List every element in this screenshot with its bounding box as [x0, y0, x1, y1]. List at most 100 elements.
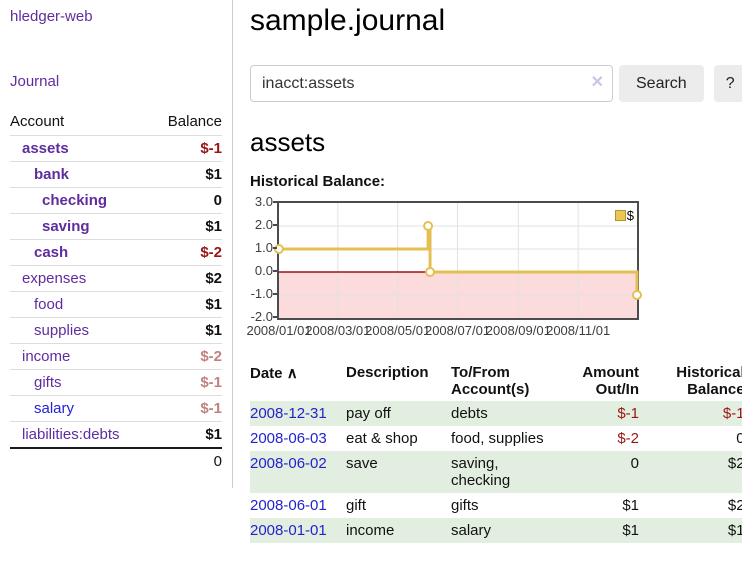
account-row: liabilities:debts $1 — [10, 421, 222, 448]
account-row: food $1 — [10, 291, 222, 318]
search-input[interactable] — [250, 65, 613, 102]
transaction-description: pay off — [346, 405, 391, 422]
account-row: expenses $2 — [10, 265, 222, 292]
account-link[interactable]: food — [34, 296, 64, 313]
account-row: bank $1 — [10, 161, 222, 188]
x-axis-tick-label: 2008/09/01 — [485, 323, 551, 338]
account-row: checking 0 — [10, 187, 222, 214]
y-axis-tick-label: 2.0 — [254, 217, 273, 232]
account-link[interactable]: checking — [42, 192, 108, 209]
account-balance: $1 — [151, 317, 222, 344]
account-row: income $-2 — [10, 343, 222, 370]
y-axis-tick-label: -1.0 — [250, 286, 273, 301]
transaction-accounts: salary — [451, 522, 492, 539]
x-axis-tick-label: 2008/11/01 — [546, 323, 611, 338]
chart-title: Historical Balance: — [250, 173, 386, 190]
sort-ascending-icon: ∧ — [286, 365, 298, 382]
transaction-description: eat & shop — [346, 430, 418, 447]
register-col-date[interactable]: Date ∧ — [250, 365, 298, 382]
app-title[interactable]: hledger-web — [10, 8, 93, 25]
transaction-amount: 0 — [630, 455, 639, 472]
transaction-date-link[interactable]: 2008-06-02 — [250, 455, 327, 472]
search-button[interactable]: Search — [619, 65, 704, 102]
account-link[interactable]: bank — [34, 166, 70, 183]
y-axis-tick — [273, 270, 277, 272]
transaction-amount: $1 — [622, 497, 639, 514]
y-axis-tick — [273, 316, 277, 318]
transaction-date-link[interactable]: 2008-06-03 — [250, 430, 327, 447]
accounts-total-row: 0 — [10, 447, 222, 474]
transaction-date-link[interactable]: 2008-12-31 — [250, 405, 327, 422]
y-axis-tick — [273, 247, 277, 249]
register-row: 2008-06-01 gift gifts $1 $2 — [250, 493, 742, 518]
account-balance: $-1 — [151, 135, 222, 162]
account-row: supplies $1 — [10, 317, 222, 344]
register-col-account: To/From Account(s) — [451, 364, 530, 398]
search-form: ✕ Search ? — [250, 65, 742, 102]
account-row: cash $-2 — [10, 239, 222, 266]
account-link[interactable]: assets — [22, 140, 69, 157]
clear-search-icon[interactable]: ✕ — [590, 74, 604, 91]
legend-swatch-icon — [614, 210, 626, 221]
accounts-total: 0 — [151, 447, 222, 474]
account-link[interactable]: cash — [34, 244, 69, 261]
transaction-balance: 0 — [736, 430, 742, 447]
accounts-col-account: Account — [10, 113, 65, 130]
account-balance: $-1 — [151, 395, 222, 422]
page: hledger-web Journal Account Balance asse… — [0, 0, 742, 543]
transaction-amount: $1 — [622, 522, 639, 539]
account-balance: 0 — [151, 187, 222, 214]
account-balance: $1 — [151, 213, 222, 240]
transaction-accounts: debts — [451, 405, 488, 422]
account-row: assets $-1 — [10, 135, 222, 162]
transaction-balance: $2 — [727, 455, 742, 472]
chart-plot-area — [274, 201, 642, 320]
historical-balance-chart: $ 3.0 2.0 1.0 0.0 -1.0 -2.0 2008/01/01 2008/03/… — [246, 194, 644, 341]
account-link[interactable]: gifts — [34, 374, 62, 391]
transaction-description: gift — [346, 497, 367, 514]
account-balance: $2 — [151, 265, 222, 292]
register-row: 2008-12-31 pay off debts $-1 $-1 — [250, 401, 742, 426]
account-link[interactable]: salary — [34, 400, 75, 417]
register-table: Date ∧ Description To/From Account(s) Am… — [250, 361, 742, 543]
sidebar: hledger-web Journal Account Balance asse… — [0, 0, 233, 488]
y-axis-tick-label: 1.0 — [254, 240, 273, 255]
transaction-balance: $-1 — [722, 405, 742, 422]
main-content: sample.journal ✕ Search ? assets Histori… — [233, 0, 742, 543]
account-link[interactable]: liabilities:debts — [22, 426, 120, 443]
transaction-accounts: gifts — [451, 497, 479, 514]
account-row: gifts $-1 — [10, 369, 222, 396]
account-balance: $-1 — [151, 369, 222, 396]
x-axis-tick-label: 2008/01/01 — [246, 323, 312, 338]
y-axis-tick-label: 0.0 — [254, 263, 273, 278]
account-link[interactable]: supplies — [34, 322, 90, 339]
account-link[interactable]: expenses — [22, 270, 87, 287]
legend-label: $ — [626, 208, 634, 223]
account-link[interactable]: saving — [42, 218, 90, 235]
register-row: 2008-01-01 income salary $1 $1 — [250, 518, 742, 543]
transaction-accounts: saving, checking — [451, 455, 511, 489]
register-row: 2008-06-02 save saving, checking 0 $2 — [250, 451, 742, 493]
y-axis-tick — [273, 293, 277, 295]
account-heading: assets — [250, 127, 326, 157]
y-axis-tick — [273, 201, 277, 203]
register-col-balance: Historical Balance — [676, 364, 742, 398]
help-button[interactable]: ? — [713, 65, 742, 102]
x-axis-tick-label: 2008/05/01 — [365, 323, 431, 338]
account-balance: $-2 — [151, 343, 222, 370]
y-axis-tick — [273, 224, 277, 226]
register-col-description: Description — [346, 364, 429, 381]
account-balance: $1 — [151, 161, 222, 188]
register-row: 2008-06-03 eat & shop food, supplies $-2… — [250, 426, 742, 451]
account-balance: $1 — [151, 421, 222, 448]
register-col-amount: Amount Out/In — [582, 364, 639, 398]
transaction-balance: $2 — [727, 497, 742, 514]
nav-journal-link[interactable]: Journal — [10, 73, 60, 90]
transaction-date-link[interactable]: 2008-01-01 — [250, 522, 327, 539]
transaction-balance: $1 — [727, 522, 742, 539]
transaction-description: save — [346, 455, 378, 472]
account-link[interactable]: income — [22, 348, 71, 365]
transaction-date-link[interactable]: 2008-06-01 — [250, 497, 327, 514]
accounts-col-balance: Balance — [167, 113, 222, 130]
transaction-amount: $-1 — [617, 405, 639, 422]
